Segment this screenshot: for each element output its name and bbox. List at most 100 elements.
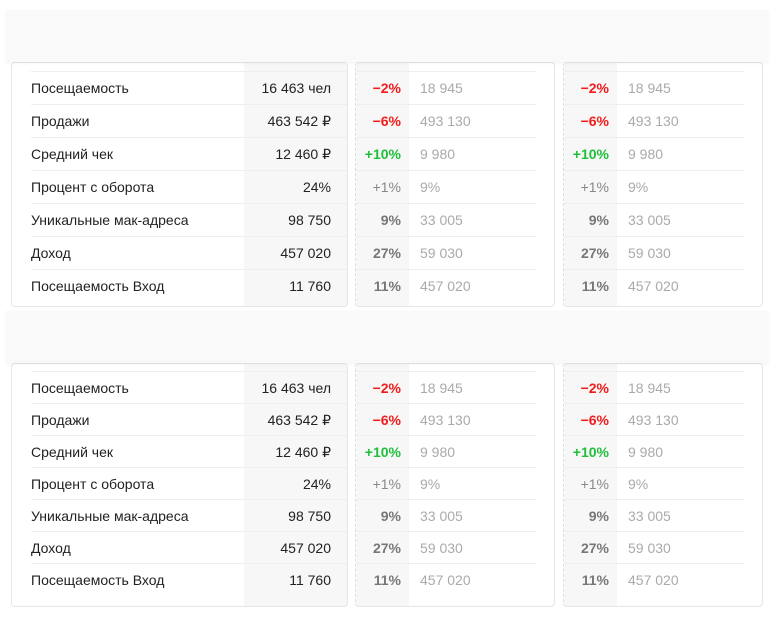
table-row: Доход 457 020 — [31, 236, 347, 269]
comparison-value: 9% — [628, 476, 649, 492]
table-row: Процент с оборота 24% — [31, 467, 347, 499]
metric-value: 457 020 — [280, 540, 331, 556]
comparison-value: 9% — [420, 476, 441, 492]
change-percent: +10% — [572, 444, 609, 460]
comparison-value: 33 005 — [628, 212, 671, 228]
comparison-value: 457 020 — [420, 572, 471, 588]
table-row: 9% 33 005 — [356, 499, 536, 531]
comparison-value: 18 945 — [628, 80, 671, 96]
comparison-value: 493 130 — [420, 412, 471, 428]
change-percent: −6% — [580, 412, 609, 428]
metric-value: 11 760 — [289, 278, 331, 294]
table-row: −6% 493 130 — [356, 403, 536, 435]
table-row: Средний чек 12 460 ₽ — [31, 435, 347, 467]
change-percent: 9% — [380, 212, 401, 228]
metric-label: Средний чек — [31, 444, 114, 460]
table-row: +10% 9 980 — [564, 137, 744, 170]
metric-label: Средний чек — [31, 146, 114, 162]
table-row: Посещаемость 16 463 чел — [31, 71, 347, 104]
comparison-value: 493 130 — [628, 113, 679, 129]
column-shade — [564, 63, 617, 306]
change-percent: +1% — [372, 476, 401, 492]
section-header — [6, 10, 768, 62]
table-row: Продажи 463 542 ₽ — [31, 104, 347, 137]
metric-label: Уникальные мак-адреса — [31, 508, 189, 524]
change-percent: 11% — [581, 278, 609, 294]
change-percent: −6% — [372, 113, 401, 129]
metric-label: Продажи — [31, 412, 90, 428]
change-percent: −2% — [580, 380, 609, 396]
metric-value: 463 542 ₽ — [267, 412, 331, 428]
metric-label: Доход — [31, 540, 71, 556]
metric-value: 12 460 ₽ — [275, 444, 331, 460]
table-row: +10% 9 980 — [356, 137, 536, 170]
comparison-value: 18 945 — [420, 80, 463, 96]
metric-label: Посещаемость Вход — [31, 278, 165, 294]
comparison-value: 59 030 — [628, 245, 671, 261]
section-header — [6, 311, 768, 363]
metric-label: Посещаемость Вход — [31, 572, 165, 588]
table-row: −2% 18 945 — [564, 71, 744, 104]
table-row: 11% 457 020 — [564, 269, 744, 302]
table-row: +1% 9% — [356, 170, 536, 203]
column-shade — [356, 63, 409, 306]
table-row: 11% 457 020 — [356, 269, 536, 302]
column-shade — [356, 364, 409, 606]
table-row: −2% 18 945 — [356, 371, 536, 403]
metric-label: Посещаемость — [31, 80, 129, 96]
comparison-value: 18 945 — [628, 380, 671, 396]
comparison-value: 18 945 — [420, 380, 463, 396]
table-row: Средний чек 12 460 ₽ — [31, 137, 347, 170]
comparison-value: 33 005 — [420, 508, 463, 524]
metric-label: Уникальные мак-адреса — [31, 212, 189, 228]
table-row: +1% 9% — [356, 467, 536, 499]
table-row: −6% 493 130 — [564, 403, 744, 435]
comparison-card: −2% 18 945 −6% 493 130 +10% 9 980 +1% 9% 9% 33 00… — [355, 62, 555, 307]
table-row: 11% 457 020 — [564, 563, 744, 595]
table-row: Посещаемость Вход 11 760 — [31, 563, 347, 595]
metric-label: Процент с оборота — [31, 476, 155, 492]
change-percent: −6% — [372, 412, 401, 428]
comparison-card: −2% 18 945 −6% 493 130 +10% 9 980 +1% 9% 9% 33 00… — [563, 363, 763, 607]
table-row: Посещаемость 16 463 чел — [31, 371, 347, 403]
table-row: Посещаемость Вход 11 760 — [31, 269, 347, 302]
change-percent: +1% — [580, 179, 609, 195]
table-row: +10% 9 980 — [564, 435, 744, 467]
change-percent: 9% — [380, 508, 401, 524]
change-percent: −2% — [372, 380, 401, 396]
comparison-value: 9 980 — [628, 444, 664, 460]
comparison-value: 33 005 — [420, 212, 463, 228]
metrics-card: Посещаемость 16 463 чел Продажи 463 542 ₽ Ср… — [11, 62, 348, 307]
table-row: +10% 9 980 — [356, 435, 536, 467]
metric-label: Процент с оборота — [31, 179, 155, 195]
table-row: 9% 33 005 — [356, 203, 536, 236]
column-shade — [244, 364, 347, 606]
metrics-card: Посещаемость 16 463 чел Продажи 463 542 ₽ Ср… — [11, 363, 348, 607]
change-percent: +1% — [580, 476, 609, 492]
metric-value: 98 750 — [288, 508, 331, 524]
metric-value: 16 463 чел — [261, 80, 332, 96]
table-row: 9% 33 005 — [564, 203, 744, 236]
table-row: 27% 59 030 — [564, 236, 744, 269]
comparison-card: −2% 18 945 −6% 493 130 +10% 9 980 +1% 9% 9% 33 00… — [563, 62, 763, 307]
comparison-value: 59 030 — [420, 540, 463, 556]
metric-value: 463 542 ₽ — [267, 113, 331, 129]
metric-value: 11 760 — [289, 572, 331, 588]
comparison-value: 9 980 — [420, 444, 456, 460]
table-row: 27% 59 030 — [356, 236, 536, 269]
comparison-value: 59 030 — [420, 245, 463, 261]
table-row: +1% 9% — [564, 170, 744, 203]
change-percent: 27% — [580, 540, 609, 556]
change-percent: −2% — [580, 80, 609, 96]
column-shade — [244, 63, 347, 306]
table-row: −2% 18 945 — [356, 71, 536, 104]
change-percent: 9% — [588, 508, 609, 524]
table-row: 27% 59 030 — [356, 531, 536, 563]
change-percent: 11% — [373, 572, 401, 588]
metric-value: 24% — [302, 179, 331, 195]
change-percent: +1% — [372, 179, 401, 195]
comparison-value: 493 130 — [628, 412, 679, 428]
table-row: 9% 33 005 — [564, 499, 744, 531]
table-row: 11% 457 020 — [356, 563, 536, 595]
table-row: Уникальные мак-адреса 98 750 — [31, 499, 347, 531]
